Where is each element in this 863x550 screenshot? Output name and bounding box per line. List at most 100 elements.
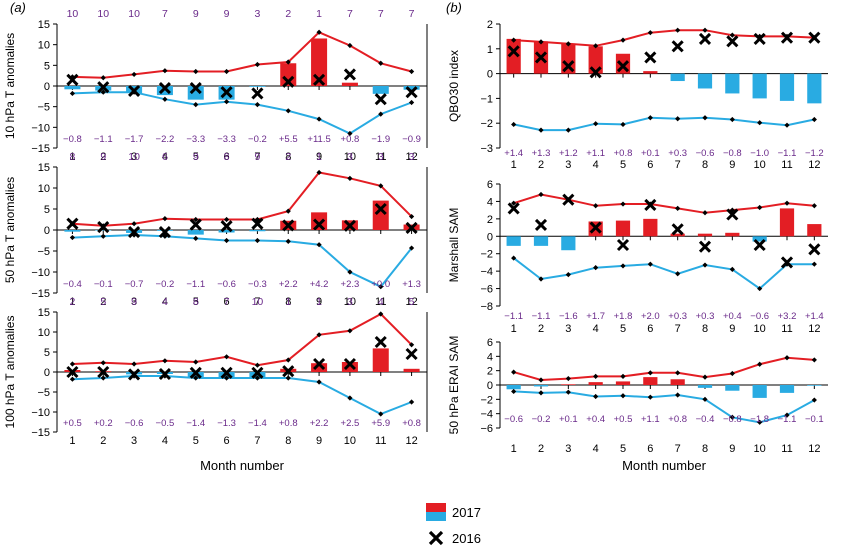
marker-2016	[282, 75, 295, 88]
upper-line	[513, 29, 815, 47]
y-tick-label: 6	[487, 337, 493, 349]
bar-value-label: +1.1	[586, 148, 605, 159]
marker-2016	[644, 198, 657, 211]
upper-line-point	[757, 204, 763, 211]
bar-value-label: +1.2	[559, 148, 578, 159]
lower-line-point	[100, 89, 106, 95]
lower-line-point	[784, 412, 790, 418]
y-tick-label: 2	[487, 19, 493, 31]
bar-2017	[752, 236, 767, 242]
x-tick-label: 7	[675, 323, 681, 335]
lower-line-point	[620, 393, 626, 399]
x-tick-label: 8	[285, 151, 291, 163]
chart-panel-b3: −6 −4 −2 0 2 4 6 −0.6 −0.2 +0.1 +0.4 +0.5 +1.1 +0.8 −0…	[447, 336, 828, 455]
bar-value-label: −0.3	[248, 279, 267, 290]
x-tick-label: 1	[511, 443, 517, 455]
bar-value-label: +1.3	[532, 148, 551, 159]
y-tick-label: 0	[44, 81, 50, 93]
bar-2017	[615, 381, 631, 385]
upper-line-point	[538, 377, 544, 383]
x-tick-label: 5	[620, 443, 626, 455]
bar-value-label: +2.0	[641, 311, 660, 322]
bar-value-label: +1.3	[402, 279, 421, 290]
bar-value-label: −0.4	[63, 279, 82, 290]
x-tick-label: 11	[781, 323, 792, 335]
count-label: 10	[252, 296, 264, 308]
count-label: 2	[285, 8, 291, 20]
upper-line-point	[729, 370, 735, 377]
x-tick-label: 10	[344, 296, 356, 308]
x-tick-label: 6	[647, 443, 653, 455]
upper-line-point	[316, 169, 322, 176]
count-label: 9	[254, 151, 260, 163]
lower-line-point	[285, 238, 291, 244]
bar-value-label: +3.2	[778, 311, 797, 322]
x-tick-label: 4	[593, 443, 599, 455]
count-label: 4	[378, 296, 384, 308]
y-axis-label: QBO30 index	[447, 50, 461, 122]
upper-line-point	[347, 42, 353, 49]
x-tick-label: 10	[754, 443, 766, 455]
x-tick-label: 9	[316, 151, 322, 163]
bar-2017	[218, 230, 235, 233]
bar-value-label: −1.8	[750, 414, 769, 425]
x-tick-label: 2	[100, 435, 106, 447]
marker-2016	[128, 226, 141, 239]
upper-line-point	[511, 37, 517, 43]
upper-line-point	[811, 357, 817, 363]
upper-line-point	[254, 61, 261, 68]
marker-2016	[343, 68, 356, 81]
bar-value-label: −1.6	[559, 311, 578, 322]
y-tick-label: 10	[38, 40, 50, 52]
x-tick-label: 8	[702, 159, 708, 171]
x-tick-label: 4	[162, 296, 168, 308]
bar-2017	[533, 385, 549, 387]
x-tick-label: 10	[344, 151, 356, 163]
bar-2017	[670, 379, 685, 385]
bar-value-label: −0.8	[723, 148, 742, 159]
x-tick-label: 2	[538, 159, 544, 171]
marker-2016	[698, 32, 712, 45]
upper-line-point	[593, 43, 599, 49]
x-tick-label: 11	[375, 151, 386, 163]
marker-2016	[644, 51, 657, 64]
count-label: 3	[254, 8, 260, 20]
marker-2016	[66, 365, 79, 379]
lower-line	[513, 390, 815, 424]
bar-2017	[64, 86, 81, 90]
bar-value-label: −1.3	[217, 418, 236, 429]
y-axis-label: 100 hPa T anomalies	[3, 316, 17, 429]
upper-line-point	[565, 375, 571, 382]
marker-2016	[405, 347, 418, 361]
bar-value-label: −1.2	[805, 148, 824, 159]
bar-2017	[372, 348, 389, 372]
lower-line-point	[565, 389, 571, 395]
bar-value-label: −1.1	[778, 414, 797, 425]
bar-2017	[341, 82, 358, 86]
lower-line-point	[69, 234, 76, 241]
x-tick-label: 1	[69, 296, 75, 308]
lower-line	[72, 375, 412, 416]
bar-2017	[725, 73, 740, 94]
upper-line-point	[316, 29, 322, 35]
lower-line-point	[316, 379, 322, 385]
marker-2016	[343, 357, 356, 371]
bar-value-label: −0.6	[125, 418, 144, 429]
bar-2017	[372, 86, 389, 94]
upper-line-point	[593, 203, 599, 209]
count-label: 8	[69, 151, 75, 163]
marker-2016	[282, 365, 295, 378]
y-tick-label: 10	[38, 327, 50, 339]
y-tick-label: −15	[31, 288, 50, 300]
bar-value-label: −0.4	[696, 414, 715, 425]
legend-cross-icon	[428, 530, 444, 546]
y-axis-label: Marshall SAM	[447, 208, 461, 283]
x-tick-label: 4	[593, 323, 599, 335]
lower-line-point	[408, 245, 415, 251]
upper-line-point	[784, 200, 790, 206]
y-tick-label: −15	[31, 427, 50, 439]
x-tick-label: 10	[344, 435, 356, 447]
marker-2016	[313, 357, 326, 371]
y-tick-label: 5	[44, 347, 50, 359]
